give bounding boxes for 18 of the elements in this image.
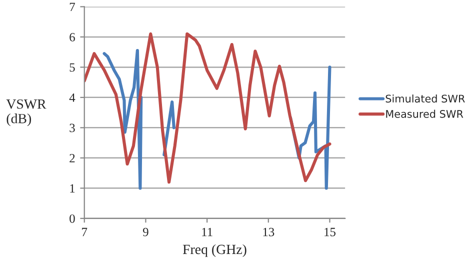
y-tick-label: 6 bbox=[70, 33, 75, 42]
x-tick-label: 9 bbox=[142, 228, 148, 236]
line-series bbox=[84, 32, 332, 184]
y-tick-label: 0 bbox=[70, 214, 75, 223]
x-tick-label: 13 bbox=[263, 228, 274, 236]
y-tick-label: 5 bbox=[70, 63, 75, 72]
y-axis-title: VSWR (dB) bbox=[6, 99, 46, 126]
x-axis-title: Freq (GHz) bbox=[182, 244, 246, 257]
y-tick-label: 3 bbox=[70, 124, 75, 132]
legend-label: Measured SWR bbox=[386, 110, 464, 118]
legend-label: Simulated SWR bbox=[386, 94, 465, 103]
x-tick-label: 15 bbox=[324, 228, 336, 236]
y-tick-label: 1 bbox=[70, 184, 75, 193]
x-tick-label: 7 bbox=[82, 228, 88, 236]
y-tick-label: 4 bbox=[69, 94, 76, 102]
y-tick-label: 7 bbox=[70, 2, 75, 12]
x-tick-label: 11 bbox=[202, 228, 212, 236]
y-tick-label: 2 bbox=[70, 154, 75, 162]
